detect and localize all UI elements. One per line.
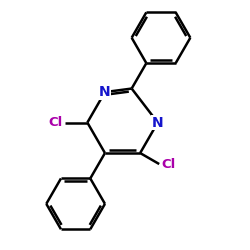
Text: N: N	[152, 116, 164, 130]
Text: Cl: Cl	[49, 116, 63, 129]
Text: Cl: Cl	[162, 158, 176, 170]
Text: N: N	[99, 85, 111, 99]
